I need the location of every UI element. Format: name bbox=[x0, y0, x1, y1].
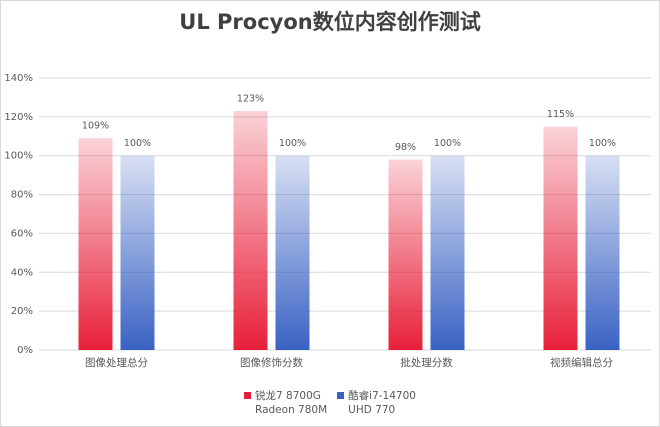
value-label: 100% bbox=[589, 138, 616, 149]
bar bbox=[233, 111, 268, 351]
bar bbox=[388, 159, 423, 350]
chart-title: UL Procyon数位内容创作测试 bbox=[179, 10, 480, 34]
value-label: 100% bbox=[279, 138, 306, 149]
value-label: 98% bbox=[395, 142, 416, 153]
value-label: 123% bbox=[237, 94, 264, 105]
y-tick-label: 100% bbox=[4, 151, 33, 162]
y-tick-label: 0% bbox=[17, 345, 33, 356]
y-tick-label: 80% bbox=[11, 190, 33, 201]
y-tick-label: 20% bbox=[11, 306, 33, 317]
bar bbox=[275, 155, 310, 350]
legend-label: 锐龙7 8700G Radeon 780M bbox=[255, 390, 328, 416]
value-label: 109% bbox=[82, 121, 109, 132]
y-tick-label: 140% bbox=[4, 73, 33, 84]
value-label: 115% bbox=[547, 109, 574, 120]
legend-swatch bbox=[337, 392, 345, 399]
bar bbox=[430, 155, 465, 350]
y-tick-label: 60% bbox=[11, 228, 33, 239]
bar bbox=[543, 126, 578, 350]
legend-item: 锐龙7 8700G Radeon 780M bbox=[244, 389, 327, 417]
bar bbox=[78, 138, 113, 350]
value-label: 100% bbox=[434, 138, 461, 149]
legend-item: 酷睿i7-14700 UHD 770 bbox=[337, 389, 416, 417]
bar bbox=[585, 155, 620, 350]
legend-label: 酷睿i7-14700 UHD 770 bbox=[348, 390, 416, 416]
x-tick-label: 视频编辑总分 bbox=[550, 356, 613, 369]
y-tick-label: 120% bbox=[4, 112, 33, 123]
legend-swatch bbox=[244, 392, 252, 399]
x-tick-label: 图像修饰分数 bbox=[240, 356, 303, 369]
value-label: 100% bbox=[124, 138, 151, 149]
x-tick-label: 图像处理总分 bbox=[85, 356, 148, 369]
y-tick-label: 40% bbox=[11, 267, 33, 278]
x-tick-label: 批处理分数 bbox=[400, 356, 453, 369]
bar bbox=[120, 155, 155, 350]
legend: 锐龙7 8700G Radeon 780M 酷睿i7-14700 UHD 770 bbox=[1, 389, 659, 417]
